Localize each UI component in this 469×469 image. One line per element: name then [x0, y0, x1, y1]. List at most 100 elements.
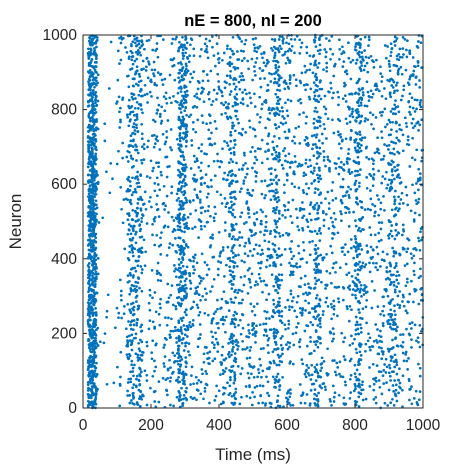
spike-point — [394, 388, 398, 392]
spike-point — [217, 80, 220, 83]
spike-point — [91, 116, 94, 120]
spike-point — [92, 330, 96, 334]
spike-point — [96, 73, 100, 77]
spike-point — [199, 298, 202, 302]
spike-point — [171, 329, 175, 333]
spike-point — [253, 49, 256, 53]
spike-point — [369, 208, 372, 212]
spike-point — [309, 389, 313, 392]
spike-point — [211, 45, 214, 49]
spike-point — [232, 153, 236, 156]
spike-point — [348, 304, 352, 308]
spike-point — [248, 125, 252, 129]
spike-point — [393, 202, 396, 206]
spike-point — [272, 331, 276, 335]
spike-point — [305, 218, 309, 222]
spike-point — [181, 264, 185, 268]
spike-point — [351, 288, 355, 291]
spike-point — [309, 378, 313, 381]
spike-point — [209, 290, 212, 293]
spike-point — [145, 222, 149, 225]
spike-point — [183, 69, 187, 73]
spike-point — [316, 126, 319, 130]
spike-point — [91, 377, 94, 381]
spike-point — [183, 90, 187, 94]
spike-point — [262, 51, 266, 54]
spike-point — [390, 370, 394, 374]
spike-point — [148, 288, 152, 292]
spike-point — [136, 53, 140, 56]
spike-point — [181, 48, 185, 52]
spike-point — [252, 375, 256, 379]
spike-point — [89, 374, 93, 378]
spike-point — [257, 401, 260, 405]
spike-point — [251, 333, 255, 336]
spike-point — [127, 357, 130, 361]
spike-point — [232, 150, 236, 154]
spike-point — [314, 252, 318, 256]
spike-point — [119, 350, 123, 354]
spike-point — [232, 381, 236, 385]
spike-point — [87, 242, 91, 246]
spike-point — [355, 351, 359, 355]
spike-point — [178, 170, 182, 174]
spike-point — [137, 306, 141, 310]
spike-point — [188, 274, 192, 278]
spike-point — [388, 69, 392, 73]
spike-point — [131, 339, 134, 343]
spike-point — [342, 287, 346, 290]
spike-point — [406, 368, 409, 371]
spike-point — [395, 223, 398, 227]
spike-point — [368, 261, 371, 265]
spike-point — [87, 80, 90, 83]
spike-point — [417, 167, 421, 171]
spike-point — [137, 39, 141, 43]
spike-point — [195, 261, 199, 265]
spike-point — [138, 349, 142, 353]
spike-point — [204, 382, 208, 386]
spike-point — [272, 334, 276, 338]
spike-point — [130, 302, 133, 306]
spike-point — [291, 198, 295, 202]
spike-point — [350, 170, 354, 174]
spike-point — [138, 383, 141, 387]
spike-point — [243, 244, 246, 248]
spike-point — [406, 280, 409, 284]
spike-point — [170, 148, 173, 152]
spike-point — [350, 112, 354, 116]
spike-point — [274, 71, 278, 74]
spike-point — [214, 64, 217, 68]
spike-point — [230, 203, 234, 207]
spike-point — [205, 292, 208, 295]
spike-point — [369, 189, 372, 192]
spike-point — [332, 299, 336, 303]
spike-point — [298, 265, 302, 268]
spike-point — [145, 92, 149, 96]
spike-point — [240, 236, 244, 239]
spike-point — [307, 286, 311, 289]
spike-point — [201, 90, 204, 93]
spike-point — [176, 224, 180, 228]
spike-point — [170, 215, 174, 219]
spike-point — [231, 348, 234, 351]
spike-point — [231, 124, 234, 128]
spike-point — [180, 229, 184, 233]
spike-point — [373, 151, 377, 155]
spike-point — [281, 115, 284, 118]
spike-point — [392, 80, 396, 84]
spike-point — [418, 79, 421, 82]
spike-point — [138, 90, 142, 93]
spike-point — [406, 81, 410, 85]
spike-point — [383, 87, 386, 90]
spike-point — [372, 60, 375, 64]
spike-point — [217, 85, 221, 89]
spike-point — [313, 392, 316, 396]
spike-point — [188, 321, 192, 324]
spike-point — [262, 333, 266, 337]
spike-point — [392, 323, 395, 327]
spike-point — [90, 360, 94, 364]
spike-point — [268, 189, 271, 193]
spike-point — [157, 380, 161, 383]
spike-point — [185, 41, 189, 45]
spike-point — [349, 391, 353, 394]
